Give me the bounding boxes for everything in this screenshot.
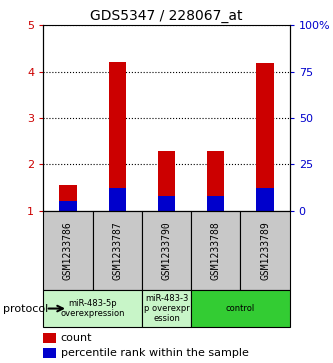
Text: count: count [61, 333, 92, 343]
Bar [191, 211, 240, 290]
Text: GSM1233789: GSM1233789 [260, 221, 270, 280]
Text: protocol: protocol [3, 303, 49, 314]
Bar [43, 333, 56, 343]
Text: GSM1233788: GSM1233788 [211, 221, 221, 280]
Bar [256, 188, 274, 211]
Bar [142, 211, 191, 290]
Bar [158, 196, 175, 211]
Bar [59, 201, 77, 211]
Text: control: control [226, 304, 255, 313]
Bar [59, 185, 77, 211]
Bar [158, 151, 175, 211]
Bar [256, 64, 274, 211]
Text: GSM1233787: GSM1233787 [112, 221, 122, 280]
Title: GDS5347 / 228067_at: GDS5347 / 228067_at [90, 9, 243, 23]
Bar [142, 290, 191, 327]
Text: GSM1233786: GSM1233786 [63, 221, 73, 280]
Text: GSM1233790: GSM1233790 [162, 221, 171, 280]
Bar [109, 188, 126, 211]
Bar [109, 62, 126, 211]
Bar [43, 211, 93, 290]
Text: percentile rank within the sample: percentile rank within the sample [61, 348, 248, 358]
Text: miR-483-3
p overexpr
ession: miR-483-3 p overexpr ession [144, 294, 189, 323]
Bar [240, 211, 290, 290]
Bar [191, 290, 290, 327]
Bar [207, 196, 224, 211]
Bar [93, 211, 142, 290]
Bar [43, 348, 56, 358]
Bar [207, 151, 224, 211]
Text: miR-483-5p
overexpression: miR-483-5p overexpression [60, 299, 125, 318]
Bar [43, 290, 142, 327]
